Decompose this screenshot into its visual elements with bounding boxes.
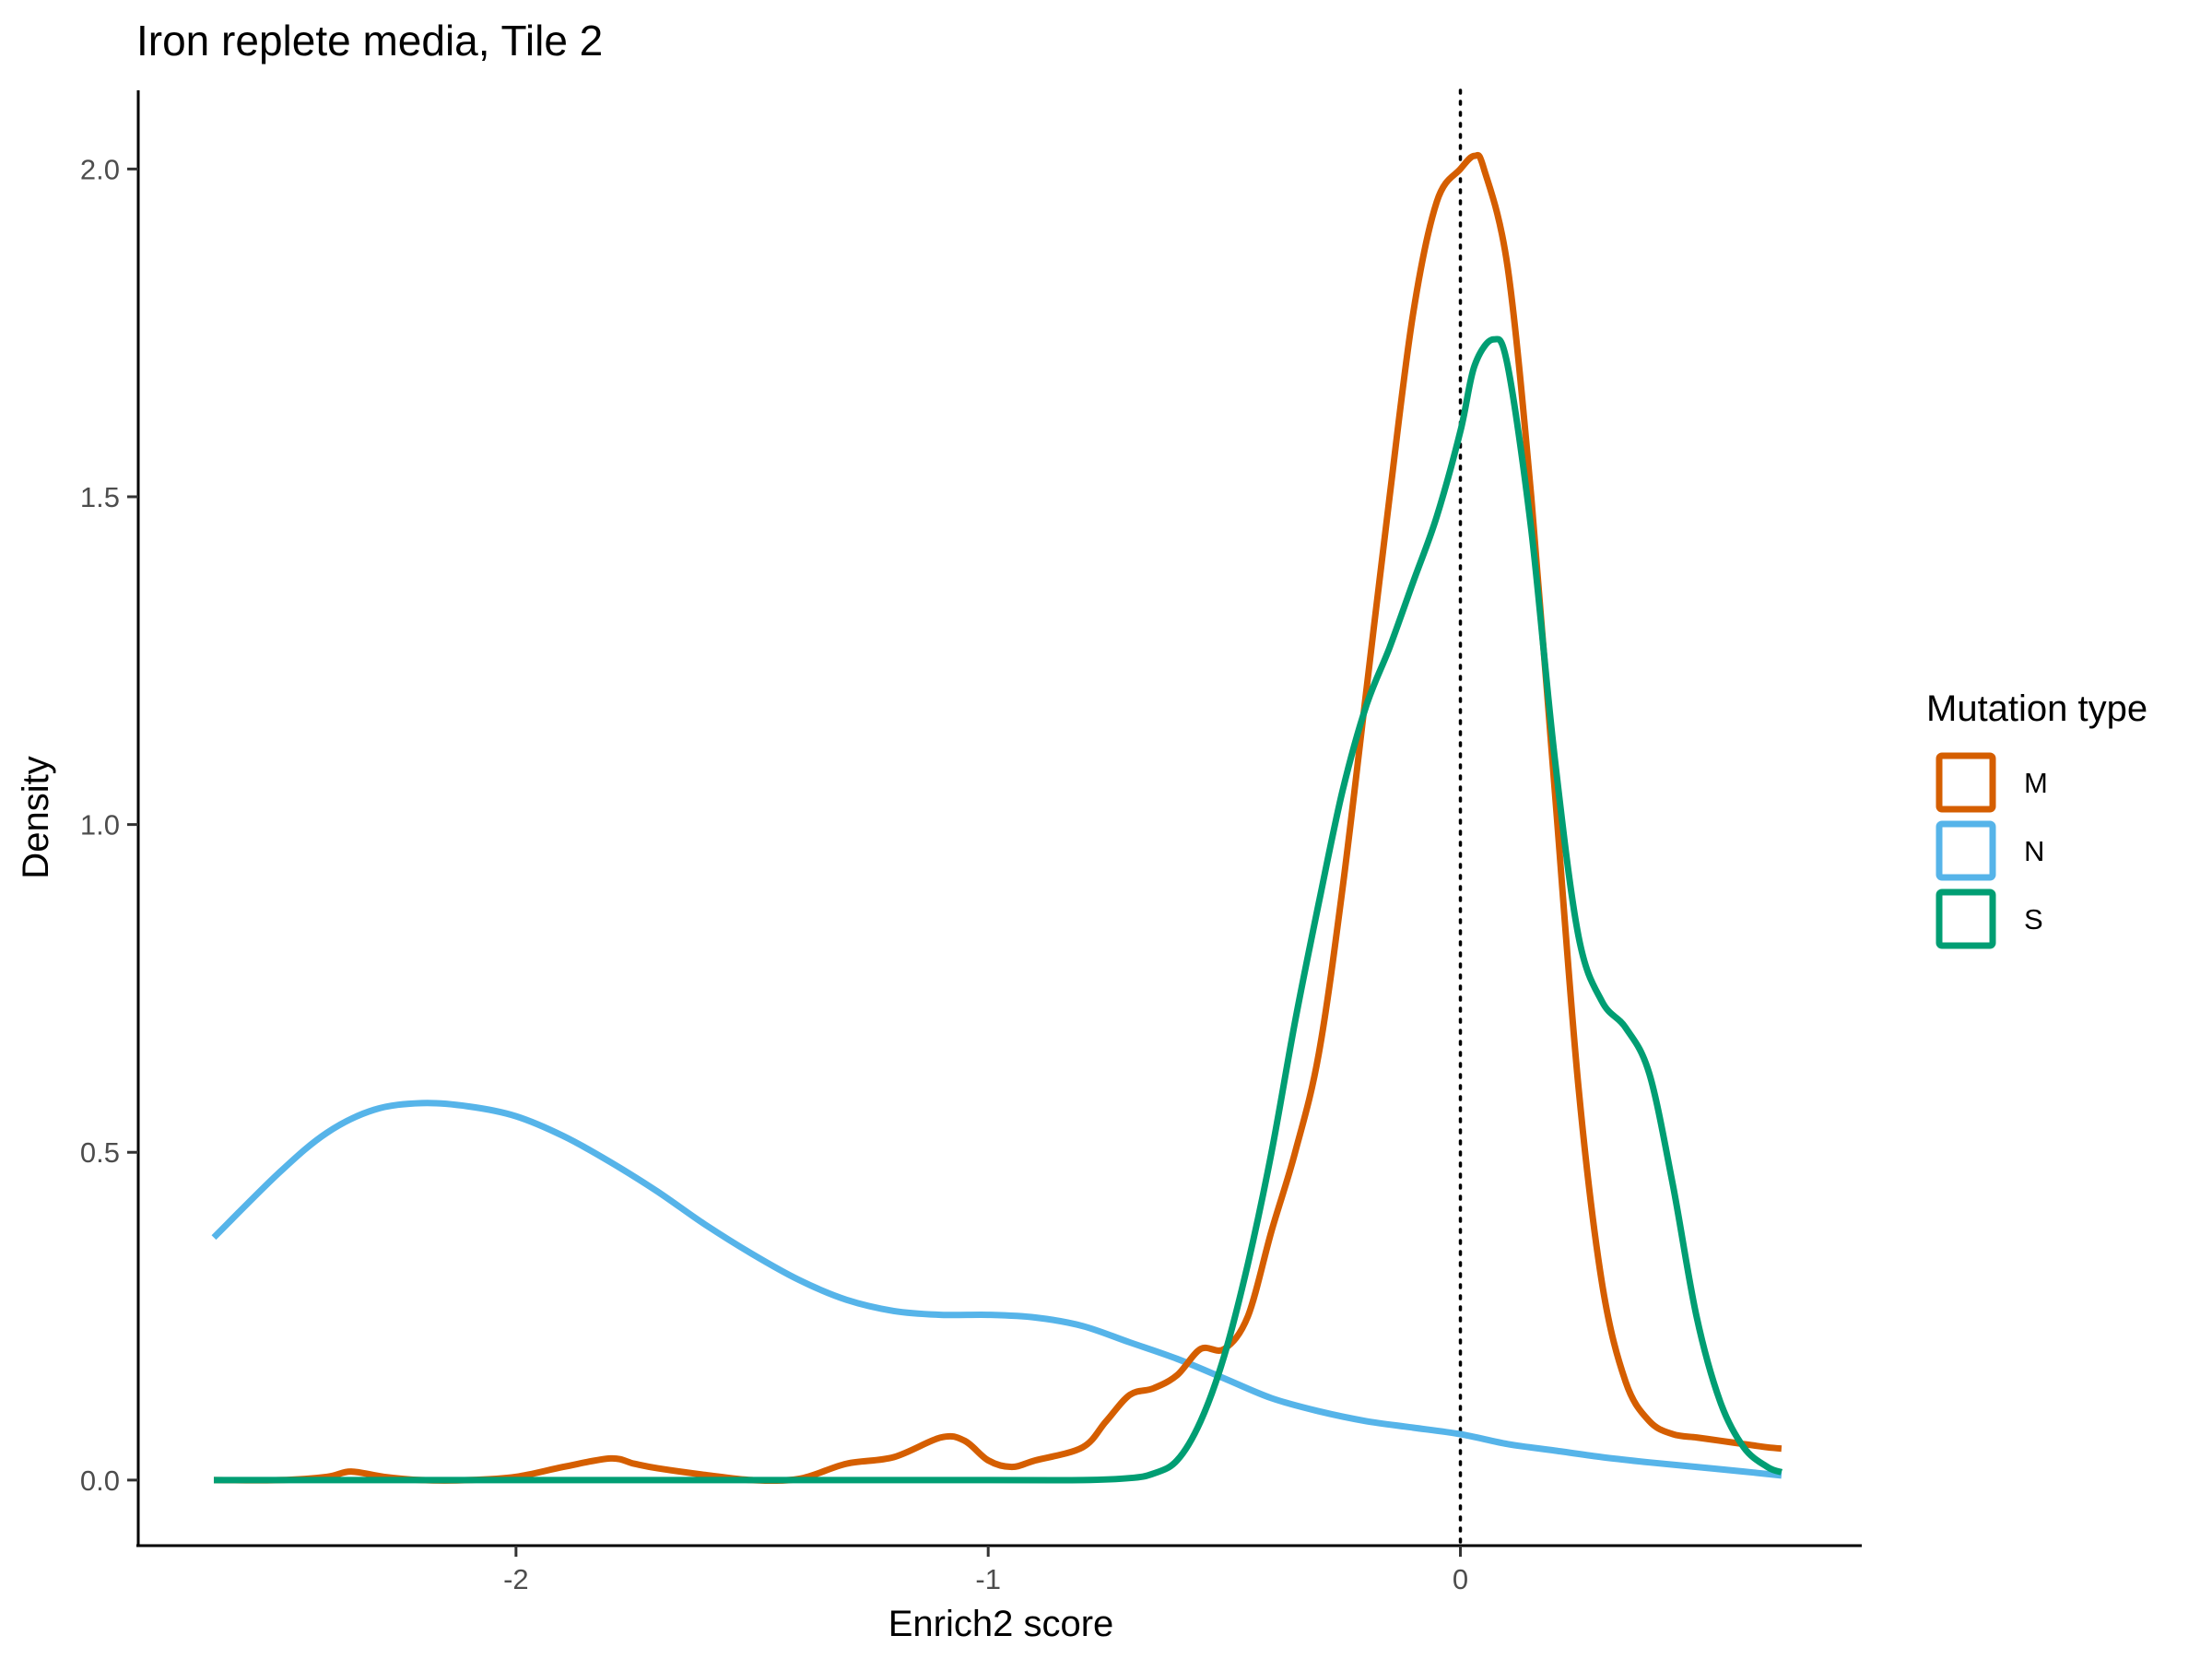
series-line-m [213, 151, 1783, 1485]
x-tick-label: -1 [975, 1563, 1001, 1595]
y-tick-label: 1.0 [80, 809, 120, 841]
legend-label-n: N [2024, 835, 2044, 867]
y-axis-title: Density [16, 756, 56, 878]
legend-key-n [1936, 820, 1996, 881]
legend-label-m: M [2024, 767, 2048, 799]
x-ticks: -2 -1 0 [503, 1546, 1468, 1595]
x-tick-label: 0 [1453, 1563, 1468, 1595]
series-line-s [214, 335, 1783, 1484]
x-tick-label: -2 [503, 1563, 529, 1595]
legend: Mutation type M N S [1926, 688, 2147, 949]
y-tick-label: 2.0 [80, 153, 120, 185]
legend-title: Mutation type [1926, 688, 2147, 729]
y-tick-label: 0.5 [80, 1136, 120, 1169]
plot-area [211, 88, 1783, 1547]
legend-label-s: S [2024, 903, 2043, 935]
y-tick-label: 0.0 [80, 1465, 120, 1497]
series-line-n [211, 1100, 1783, 1479]
x-axis-title: Enrich2 score [888, 1604, 1114, 1644]
chart-title: Iron replete media, Tile 2 [136, 17, 603, 65]
legend-key-m [1936, 752, 1996, 813]
y-ticks: 0.0 0.5 1.0 1.5 2.0 [80, 153, 138, 1497]
legend-items: M N S [1936, 752, 2048, 949]
y-tick-label: 1.5 [80, 481, 120, 513]
legend-key-s [1936, 888, 1996, 949]
